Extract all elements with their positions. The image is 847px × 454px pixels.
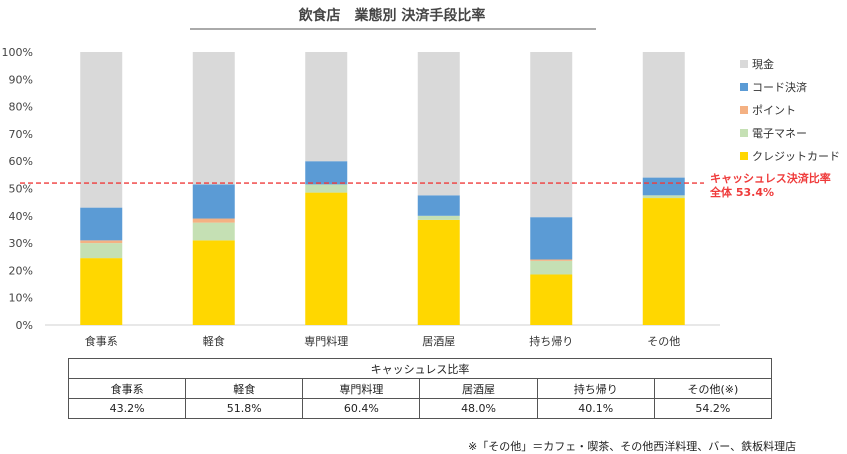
bar-segment xyxy=(305,192,348,325)
bar-segment xyxy=(417,219,460,325)
table-value-cell: 40.1% xyxy=(536,398,655,419)
y-tick-label: 40% xyxy=(9,210,33,223)
y-tick-label: 10% xyxy=(9,292,33,305)
reference-value-label: 全体 53.4% xyxy=(709,185,774,199)
legend-label: 電子マネー xyxy=(752,127,807,140)
bar-segment xyxy=(417,52,460,196)
bar-segment xyxy=(530,274,573,325)
y-tick-label: 80% xyxy=(9,101,33,114)
bar-segment xyxy=(305,161,348,185)
table-header-cell: 持ち帰り xyxy=(536,378,655,399)
table-header-cell: 専門料理 xyxy=(302,378,421,399)
bars xyxy=(80,52,685,325)
table-header-cell: 食事系 xyxy=(67,378,187,399)
bar-segment xyxy=(192,222,235,241)
reference-label: キャッシュレス決済比率 xyxy=(710,171,831,185)
bar-segment xyxy=(530,217,573,260)
bar-segment xyxy=(80,207,123,241)
x-tick-label: 食事系 xyxy=(85,334,118,348)
bar-segment xyxy=(642,195,685,199)
x-tick-label: 専門料理 xyxy=(304,334,348,348)
bar-segment xyxy=(530,259,573,261)
table-header-cell: 居酒屋 xyxy=(419,378,538,399)
legend-label: ポイント xyxy=(752,104,796,117)
bar-segment xyxy=(192,218,235,223)
bar-segment xyxy=(80,240,123,244)
bar-segment xyxy=(642,177,685,196)
bar-segment xyxy=(80,258,123,325)
y-tick-label: 20% xyxy=(9,264,33,277)
bar-segment xyxy=(305,184,348,193)
y-tick-label: 100% xyxy=(2,46,33,59)
legend-label: クレジットカード xyxy=(752,150,840,163)
legend-swatch xyxy=(740,60,748,68)
bar-segment xyxy=(80,52,123,208)
table-header-cell: 軽食 xyxy=(185,378,304,399)
table-value-cell: 48.0% xyxy=(419,398,538,419)
bar-segment xyxy=(530,52,573,218)
bar-segment xyxy=(80,243,123,259)
stacked-bar-chart: 飲食店 業態別 決済手段比率 0% 10% 20% 30% 40% 50% 60% 70% 80… xyxy=(2,7,840,348)
x-tick-label: 居酒屋 xyxy=(422,335,455,348)
bar-segment xyxy=(417,215,460,220)
legend-swatch xyxy=(740,152,748,160)
bar-segment xyxy=(305,52,348,162)
bar-segment xyxy=(192,52,235,185)
table-value-cell: 51.8% xyxy=(185,398,304,419)
y-tick-label: 50% xyxy=(9,183,33,196)
x-tick-label: 軽食 xyxy=(203,334,225,348)
y-tick-label: 30% xyxy=(9,237,33,250)
legend-label: コード決済 xyxy=(752,80,807,94)
bar-segment xyxy=(642,198,685,325)
bar-segment xyxy=(642,52,685,178)
y-tick-label: 60% xyxy=(9,155,33,168)
x-tick-label: その他 xyxy=(647,335,680,348)
y-tick-label: 70% xyxy=(9,128,33,141)
x-axis: 食事系 軽食 専門料理 居酒屋 持ち帰り その他 xyxy=(85,334,681,348)
table-value-cell: 54.2% xyxy=(653,398,773,419)
y-tick-label: 90% xyxy=(9,73,33,86)
bar-segment xyxy=(192,184,235,219)
table-caption-row: キャッシュレス比率 xyxy=(68,358,772,379)
y-tick-label: 0% xyxy=(16,319,33,332)
chart-title: 飲食店 業態別 決済手段比率 xyxy=(298,7,486,24)
table-caption: キャッシュレス比率 xyxy=(68,358,772,379)
legend-label: 現金 xyxy=(752,57,774,71)
table-header-cell: その他(※) xyxy=(653,378,773,399)
x-tick-label: 持ち帰り xyxy=(529,334,573,348)
footnote: ※「その他」＝カフェ・喫茶、その他西洋料理、バー、鉄板料理店 xyxy=(468,440,797,453)
cashless-ratio-table: キャッシュレス比率 食事系 軽食 専門料理 居酒屋 持ち帰り その他(※) 43… xyxy=(67,358,773,419)
bar-segment xyxy=(530,260,573,275)
bar-segment xyxy=(192,240,235,325)
table-value-cell: 60.4% xyxy=(302,398,421,419)
cashless-ratio-table-container: キャッシュレス比率 食事系 軽食 専門料理 居酒屋 持ち帰り その他(※) 43… xyxy=(67,358,773,419)
table-header-row: 食事系 軽食 専門料理 居酒屋 持ち帰り その他(※) xyxy=(67,378,773,399)
table-value-row: 43.2% 51.8% 60.4% 48.0% 40.1% 54.2% xyxy=(67,398,773,419)
bar-segment xyxy=(417,195,460,216)
table-value-cell: 43.2% xyxy=(67,398,187,419)
y-axis: 0% 10% 20% 30% 40% 50% 60% 70% 80% 90% 100% xyxy=(2,46,720,332)
legend-swatch xyxy=(740,106,748,114)
legend-swatch xyxy=(740,83,748,91)
legend-swatch xyxy=(740,129,748,137)
